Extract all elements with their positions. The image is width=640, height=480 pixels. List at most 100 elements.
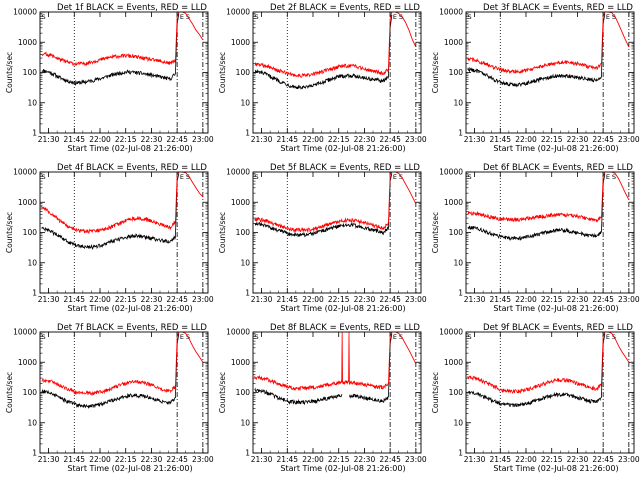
x-tick-label: 22:00 bbox=[89, 295, 111, 304]
x-tick-label: 21:30 bbox=[38, 455, 60, 464]
y-tick-label: 1000 bbox=[231, 38, 250, 47]
series-line-lld bbox=[254, 172, 393, 234]
corner-label-start: S bbox=[255, 13, 259, 21]
x-tick-label: 21:30 bbox=[464, 455, 486, 464]
x-tick-label: 22:30 bbox=[354, 135, 376, 144]
plot-frame bbox=[252, 11, 422, 134]
x-axis-label: Start Time (02-Jul-08 21:26:00) bbox=[280, 304, 405, 313]
x-tick-label: 23:00 bbox=[618, 135, 640, 144]
series-line-events bbox=[254, 333, 393, 406]
plot-frame bbox=[252, 331, 422, 454]
x-tick-label: 23:00 bbox=[192, 135, 214, 144]
plot-frame bbox=[465, 331, 635, 454]
panel-title: Det 7f BLACK = Events, RED = LLD bbox=[57, 323, 207, 333]
x-tick-label: 21:45 bbox=[489, 455, 511, 464]
y-axis-label: Counts/sec bbox=[218, 52, 227, 93]
x-tick-label: 22:30 bbox=[354, 295, 376, 304]
x-tick-label: 22:30 bbox=[567, 135, 589, 144]
y-tick-label: 10000 bbox=[226, 8, 250, 17]
corner-label-start-2: S bbox=[612, 173, 616, 181]
y-axis-label: Counts/sec bbox=[5, 372, 14, 413]
series-line-lld-tail bbox=[608, 172, 630, 201]
y-tick-label: 1 bbox=[245, 129, 250, 138]
plot-frame bbox=[39, 331, 209, 454]
y-tick-label: 10000 bbox=[13, 168, 37, 177]
corner-label-end: E bbox=[180, 13, 184, 21]
series-line-lld-tail bbox=[182, 172, 204, 198]
x-tick-label: 23:00 bbox=[405, 455, 427, 464]
x-tick-label: 22:15 bbox=[115, 455, 137, 464]
corner-label-start-2: S bbox=[612, 13, 616, 21]
y-tick-label: 1 bbox=[32, 289, 37, 298]
x-tick-label: 22:45 bbox=[166, 455, 188, 464]
series-line-lld bbox=[41, 12, 180, 67]
series-line-lld bbox=[467, 332, 606, 394]
corner-label-start: S bbox=[42, 333, 46, 341]
x-tick-label: 22:45 bbox=[379, 295, 401, 304]
x-tick-label: 22:45 bbox=[166, 295, 188, 304]
plot-frame bbox=[252, 171, 422, 294]
y-tick-label: 10000 bbox=[226, 168, 250, 177]
corner-label-start: S bbox=[255, 173, 259, 181]
y-tick-label: 100 bbox=[23, 228, 38, 237]
x-tick-label: 23:00 bbox=[192, 295, 214, 304]
corner-label-end: E bbox=[180, 333, 184, 341]
panel-title: Det 3f BLACK = Events, RED = LLD bbox=[483, 3, 633, 13]
y-tick-label: 100 bbox=[449, 68, 464, 77]
corner-label-start-2: S bbox=[399, 13, 403, 21]
y-tick-label: 10 bbox=[27, 258, 37, 267]
data-series bbox=[467, 12, 630, 88]
y-axis-label: Counts/sec bbox=[5, 212, 14, 253]
series-line-events bbox=[41, 13, 180, 87]
series-line-lld-tail bbox=[395, 332, 417, 364]
data-series bbox=[254, 12, 417, 90]
data-series bbox=[467, 172, 630, 242]
corner-label-end: E bbox=[393, 13, 397, 21]
y-tick-label: 1000 bbox=[18, 358, 37, 367]
x-tick-label: 21:30 bbox=[464, 295, 486, 304]
series-line-events bbox=[467, 173, 606, 242]
x-axis-label: Start Time (02-Jul-08 21:26:00) bbox=[280, 464, 405, 473]
x-tick-label: 22:00 bbox=[89, 135, 111, 144]
x-tick-label: 21:45 bbox=[489, 295, 511, 304]
corner-label-end: E bbox=[393, 333, 397, 341]
y-tick-label: 10 bbox=[453, 98, 463, 107]
series-line-events bbox=[254, 14, 393, 90]
y-tick-label: 100 bbox=[23, 388, 38, 397]
plot-frame bbox=[39, 11, 209, 134]
corner-label-end: E bbox=[606, 173, 610, 181]
x-tick-label: 22:15 bbox=[328, 295, 350, 304]
y-tick-label: 10 bbox=[240, 418, 250, 427]
y-tick-label: 1000 bbox=[18, 198, 37, 207]
panel-title: Det 9f BLACK = Events, RED = LLD bbox=[483, 323, 633, 333]
x-tick-label: 21:45 bbox=[276, 295, 298, 304]
x-tick-label: 23:00 bbox=[405, 135, 427, 144]
series-line-lld bbox=[467, 172, 606, 223]
y-tick-label: 1 bbox=[458, 289, 463, 298]
y-tick-label: 100 bbox=[449, 388, 464, 397]
corner-label-start: S bbox=[42, 13, 46, 21]
corner-label-start: S bbox=[255, 333, 259, 341]
series-line-lld-tail bbox=[395, 12, 417, 48]
plot-frame bbox=[465, 11, 635, 134]
y-tick-label: 10 bbox=[453, 258, 463, 267]
y-tick-label: 10 bbox=[240, 98, 250, 107]
x-tick-label: 22:00 bbox=[302, 455, 324, 464]
corner-label-end: E bbox=[180, 173, 184, 181]
y-axis-label: Counts/sec bbox=[218, 212, 227, 253]
x-axis-label: Start Time (02-Jul-08 21:26:00) bbox=[493, 144, 618, 153]
x-tick-label: 21:45 bbox=[63, 295, 85, 304]
plot-frame bbox=[39, 171, 209, 294]
series-line-lld bbox=[41, 332, 180, 396]
y-tick-label: 1000 bbox=[444, 38, 463, 47]
data-series bbox=[41, 332, 204, 409]
panel-title: Det 5f BLACK = Events, RED = LLD bbox=[270, 163, 420, 173]
series-line-lld bbox=[467, 12, 606, 75]
data-series bbox=[41, 172, 204, 250]
panel-title: Det 1f BLACK = Events, RED = LLD bbox=[57, 3, 207, 13]
